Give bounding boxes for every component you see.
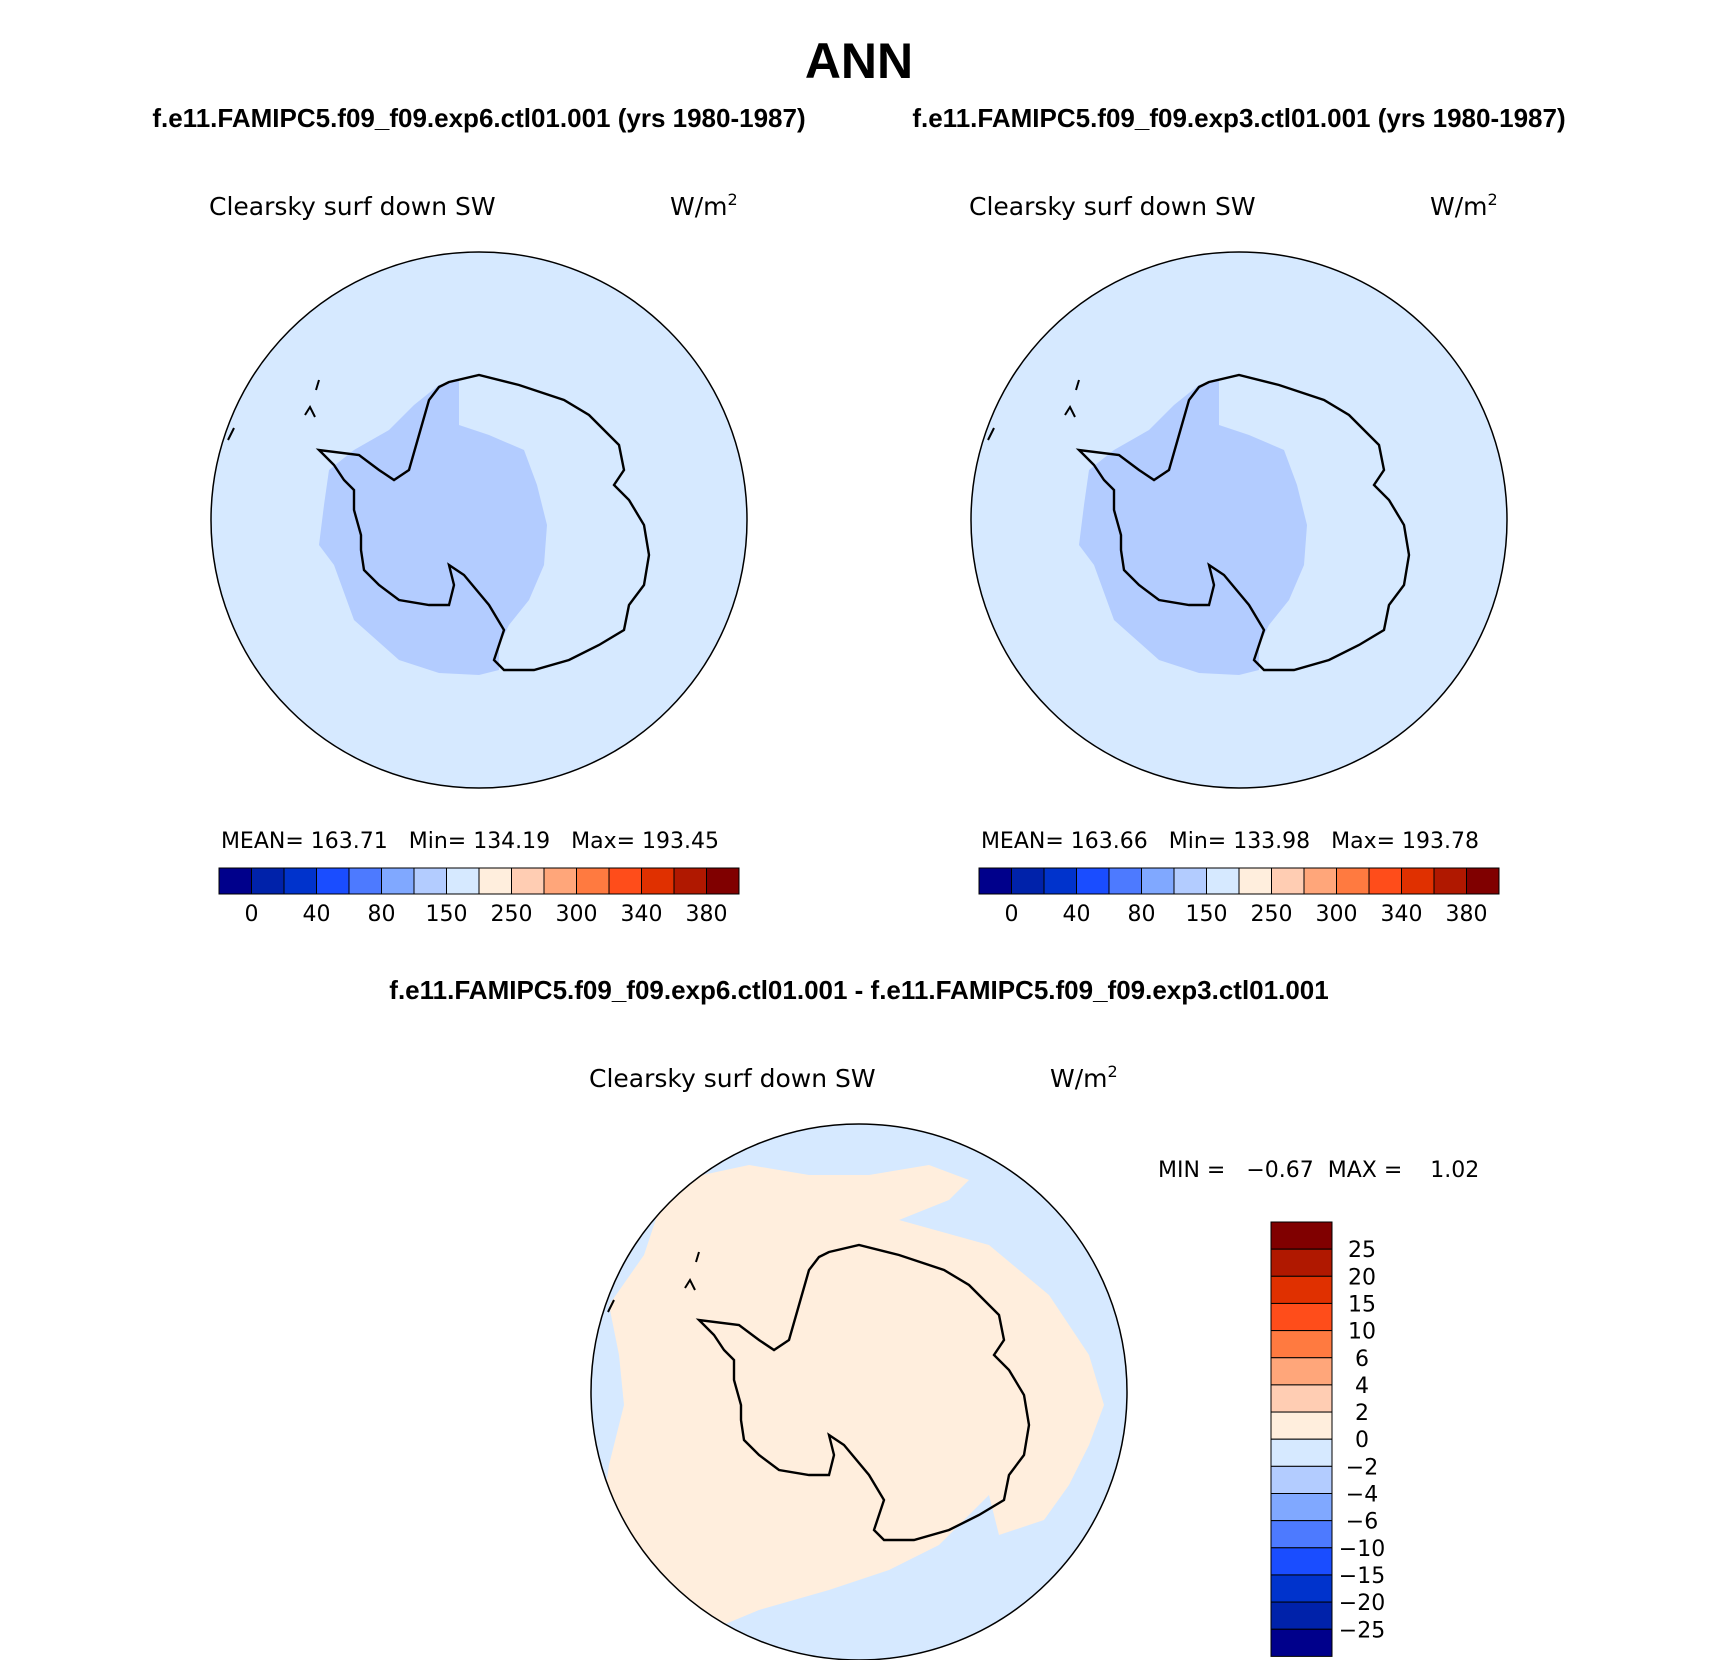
colorbar-swatch — [1141, 867, 1175, 895]
colorbar-swatch — [1270, 1601, 1333, 1630]
colorbar-swatch — [1076, 867, 1110, 895]
colorbar-tick-label: 15 — [1348, 1292, 1376, 1317]
colorbar-tick-label: 10 — [1348, 1320, 1376, 1345]
variable-label-left: Clearsky surf down SW — [209, 192, 496, 221]
diff-minmax: MIN = −0.67 MAX = 1.02 — [1158, 1158, 1479, 1183]
colorbar-swatch — [478, 867, 512, 895]
colorbar-tick-label: −15 — [1339, 1564, 1385, 1589]
colorbar-swatch — [1270, 1330, 1333, 1359]
colorbar-tick-label: 380 — [686, 902, 728, 927]
colorbar-tick-label: 0 — [245, 902, 259, 927]
diff-variable-label: Clearsky surf down SW — [589, 1064, 876, 1093]
figure-title: ANN — [805, 33, 913, 89]
colorbar-swatch — [1206, 867, 1240, 895]
colorbar-swatch — [381, 867, 415, 895]
case-label-right: f.e11.FAMIPC5.f09_f09.exp3.ctl01.001 (yr… — [912, 103, 1565, 133]
colorbar-swatch — [251, 867, 285, 895]
colorbar-swatch — [283, 867, 317, 895]
colorbar-swatch — [543, 867, 577, 895]
colorbar-swatch — [1336, 867, 1370, 895]
colorbar-tick-label: 0 — [1355, 1428, 1369, 1453]
stats-right: MEAN= 163.66 Min= 133.98 Max= 193.78 — [981, 829, 1479, 854]
units-label-left: W/m2 — [670, 190, 738, 221]
colorbar-tick-label: 300 — [1316, 902, 1358, 927]
colorbar-tick-label: 40 — [1063, 902, 1091, 927]
colorbar-tick-label: −20 — [1339, 1591, 1385, 1616]
colorbar-tick-label: 340 — [1381, 902, 1423, 927]
colorbar-swatch — [1271, 867, 1305, 895]
colorbar-tick-label: 6 — [1355, 1347, 1369, 1372]
colorbar-swatch — [511, 867, 545, 895]
colorbar-swatch — [1270, 1248, 1333, 1277]
colorbar-swatch — [1011, 867, 1045, 895]
colorbar-swatch — [1270, 1465, 1333, 1494]
colorbar-swatch — [1270, 1438, 1333, 1467]
map-diff — [590, 1123, 1128, 1660]
colorbar-tick-label: 150 — [1186, 902, 1228, 927]
colorbar-swatch — [1270, 1493, 1333, 1522]
colorbar-swatch — [1270, 1302, 1333, 1332]
colorbar-swatch — [1270, 1221, 1333, 1250]
colorbar-tick-label: 300 — [556, 902, 598, 927]
colorbar-swatch — [1238, 867, 1272, 895]
colorbar-swatch — [446, 867, 480, 895]
colorbar-tick-label: 380 — [1446, 902, 1488, 927]
colorbar-swatch — [218, 867, 252, 895]
colorbar-swatch — [641, 867, 675, 895]
colorbar-swatch — [576, 867, 610, 895]
colorbar-swatch — [1433, 867, 1467, 895]
colorbar-swatch — [1108, 867, 1142, 895]
diff-case-label: f.e11.FAMIPC5.f09_f09.exp6.ctl01.001 - f… — [389, 975, 1328, 1005]
colorbar-swatch — [1303, 867, 1337, 895]
colorbar-right: 0 40 80 150 250 300 340 380 — [978, 867, 1500, 927]
colorbar-tick-label: 80 — [368, 902, 396, 927]
case-label-left: f.e11.FAMIPC5.f09_f09.exp6.ctl01.001 (yr… — [152, 103, 805, 133]
colorbar-left: 0 40 80 150 250 300 340 380 — [218, 867, 740, 927]
colorbar-tick-label: 250 — [1251, 902, 1293, 927]
colorbar-tick-label: 150 — [426, 902, 468, 927]
colorbar-swatch — [1043, 867, 1077, 895]
colorbar-swatch — [1270, 1275, 1333, 1304]
colorbar-tick-label: 80 — [1128, 902, 1156, 927]
colorbar-swatch — [316, 867, 350, 895]
colorbar-tick-label: 340 — [621, 902, 663, 927]
variable-label-right: Clearsky surf down SW — [969, 192, 1256, 221]
colorbar-tick-label: 40 — [303, 902, 331, 927]
colorbar-tick-label: −6 — [1346, 1510, 1378, 1535]
colorbar-tick-label: −2 — [1346, 1455, 1378, 1480]
colorbar-tick-label: −25 — [1339, 1618, 1385, 1643]
colorbar-tick-label: −4 — [1346, 1483, 1378, 1508]
colorbar-tick-label: 250 — [491, 902, 533, 927]
map-left — [210, 251, 748, 789]
colorbar-swatch — [1270, 1384, 1333, 1413]
colorbar-swatch — [1270, 1520, 1333, 1549]
colorbar-swatch — [1270, 1628, 1333, 1657]
diff-units-label: W/m2 — [1050, 1062, 1118, 1093]
colorbar-swatch — [1401, 867, 1435, 895]
colorbar-swatch — [1270, 1574, 1333, 1603]
colorbar-tick-label: 4 — [1355, 1374, 1369, 1399]
colorbar-swatch — [706, 867, 740, 895]
colorbar-tick-label: −10 — [1339, 1537, 1385, 1562]
colorbar-swatch — [673, 867, 707, 895]
colorbar-tick-label: 0 — [1005, 902, 1019, 927]
colorbar-swatch — [1270, 1411, 1333, 1440]
colorbar-tick-label: 20 — [1348, 1265, 1376, 1290]
units-label-right: W/m2 — [1430, 190, 1498, 221]
colorbar-tick-label: 2 — [1355, 1401, 1369, 1426]
colorbar-tick-label: 25 — [1348, 1238, 1376, 1263]
colorbar-swatch — [413, 867, 447, 895]
colorbar-swatch — [1368, 867, 1402, 895]
colorbar-swatch — [978, 867, 1012, 895]
colorbar-swatch — [1270, 1357, 1333, 1386]
colorbar-swatch — [348, 867, 382, 895]
stats-left: MEAN= 163.71 Min= 134.19 Max= 193.45 — [221, 829, 719, 854]
colorbar-swatch — [1173, 867, 1207, 895]
colorbar-swatch — [608, 867, 642, 895]
colorbar-swatch — [1466, 867, 1500, 895]
colorbar-swatch — [1270, 1547, 1333, 1576]
map-right — [970, 251, 1508, 789]
